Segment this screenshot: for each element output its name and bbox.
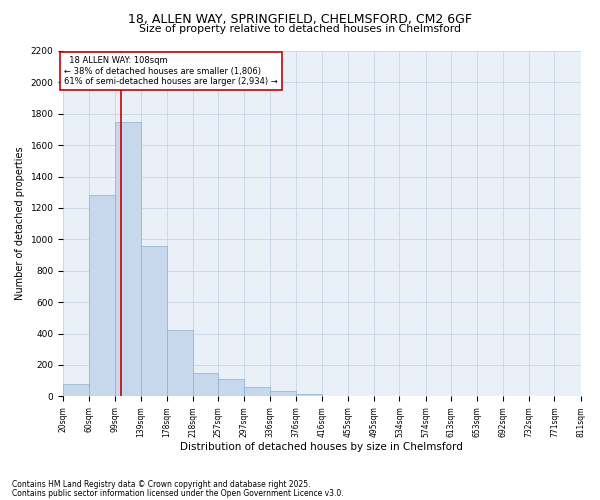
Bar	[63, 384, 89, 396]
X-axis label: Distribution of detached houses by size in Chelmsford: Distribution of detached houses by size …	[181, 442, 463, 452]
Bar	[296, 394, 322, 396]
Text: Contains public sector information licensed under the Open Government Licence v3: Contains public sector information licen…	[12, 488, 344, 498]
Bar	[193, 373, 218, 396]
Text: 18, ALLEN WAY, SPRINGFIELD, CHELMSFORD, CM2 6GF: 18, ALLEN WAY, SPRINGFIELD, CHELMSFORD, …	[128, 12, 472, 26]
Bar	[141, 246, 167, 396]
Text: 18 ALLEN WAY: 108sqm
← 38% of detached houses are smaller (1,806)
61% of semi-de: 18 ALLEN WAY: 108sqm ← 38% of detached h…	[64, 56, 278, 86]
Bar	[218, 379, 244, 396]
Bar	[270, 391, 296, 396]
Bar	[244, 387, 270, 396]
Bar	[115, 122, 141, 396]
Text: Contains HM Land Registry data © Crown copyright and database right 2025.: Contains HM Land Registry data © Crown c…	[12, 480, 311, 489]
Y-axis label: Number of detached properties: Number of detached properties	[15, 147, 25, 300]
Bar	[167, 330, 193, 396]
Bar	[89, 196, 115, 396]
Text: Size of property relative to detached houses in Chelmsford: Size of property relative to detached ho…	[139, 24, 461, 34]
